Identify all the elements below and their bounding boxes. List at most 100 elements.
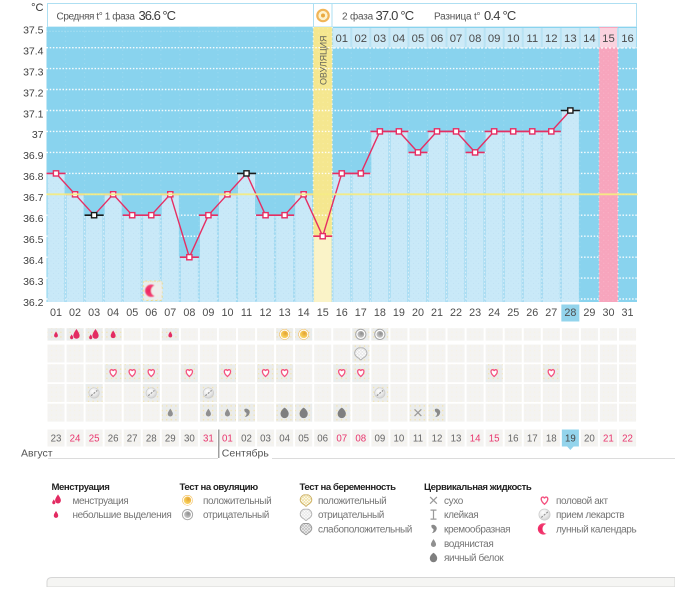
svg-text:09: 09 xyxy=(202,307,214,319)
svg-text:13: 13 xyxy=(279,307,291,319)
svg-text:12: 12 xyxy=(432,434,443,445)
svg-text:02: 02 xyxy=(69,307,81,319)
svg-text:положительный: положительный xyxy=(203,496,271,507)
svg-text:09: 09 xyxy=(488,33,501,45)
svg-text:Менструация: Менструация xyxy=(52,482,110,493)
svg-text:37.3: 37.3 xyxy=(23,66,44,78)
svg-text:36.2: 36.2 xyxy=(23,297,44,309)
svg-text:23: 23 xyxy=(51,434,62,445)
svg-text:27: 27 xyxy=(545,307,557,319)
svg-text:07: 07 xyxy=(450,33,463,45)
svg-text:01: 01 xyxy=(222,434,233,445)
svg-text:положительный: положительный xyxy=(318,496,386,507)
svg-text:06: 06 xyxy=(145,307,157,319)
svg-text:24: 24 xyxy=(488,307,500,319)
svg-text:15: 15 xyxy=(489,434,500,445)
svg-text:26: 26 xyxy=(108,434,119,445)
svg-text:24: 24 xyxy=(70,434,81,445)
svg-text:30: 30 xyxy=(184,434,195,445)
svg-text:Цервикальная жидкость: Цервикальная жидкость xyxy=(424,482,532,493)
svg-text:13: 13 xyxy=(564,33,577,45)
svg-text:Сентябрь: Сентябрь xyxy=(222,448,270,460)
svg-text:половой акт: половой акт xyxy=(556,496,608,507)
svg-text:06: 06 xyxy=(431,33,444,45)
svg-text:08: 08 xyxy=(183,307,195,319)
svg-text:менструация: менструация xyxy=(73,496,129,507)
svg-text:16: 16 xyxy=(508,434,519,445)
svg-text:05: 05 xyxy=(298,434,309,445)
svg-text:01: 01 xyxy=(50,307,62,319)
svg-text:03: 03 xyxy=(260,434,271,445)
svg-text:18: 18 xyxy=(374,307,386,319)
svg-text:02: 02 xyxy=(355,33,368,45)
svg-text:17: 17 xyxy=(355,307,367,319)
svg-text:36.3: 36.3 xyxy=(23,276,44,288)
svg-text:08: 08 xyxy=(355,434,366,445)
svg-text:04: 04 xyxy=(279,434,290,445)
svg-text:небольшие выделения: небольшие выделения xyxy=(73,509,172,521)
svg-text:12: 12 xyxy=(545,33,558,45)
svg-text:10: 10 xyxy=(394,434,405,445)
svg-text:37.0 °C: 37.0 °C xyxy=(376,8,414,23)
svg-text:Тест на овуляцию: Тест на овуляцию xyxy=(180,482,259,493)
svg-text:29: 29 xyxy=(165,434,176,445)
svg-text:36.9: 36.9 xyxy=(23,150,44,162)
svg-text:лунный календарь: лунный календарь xyxy=(556,525,636,536)
svg-text:03: 03 xyxy=(374,33,387,45)
svg-text:14: 14 xyxy=(470,434,481,445)
svg-text:36.4: 36.4 xyxy=(23,255,44,267)
svg-text:25: 25 xyxy=(507,307,519,319)
svg-text:06: 06 xyxy=(317,434,328,445)
svg-text:10: 10 xyxy=(221,307,233,319)
svg-text:16: 16 xyxy=(621,33,634,45)
svg-text:09: 09 xyxy=(374,434,385,445)
svg-text:36.6: 36.6 xyxy=(23,213,44,225)
svg-text:Средняя t° 1 фаза: Средняя t° 1 фаза xyxy=(57,11,136,23)
svg-text:15: 15 xyxy=(317,307,329,319)
svg-text:17: 17 xyxy=(527,434,538,445)
svg-text:04: 04 xyxy=(393,33,406,45)
svg-text:10: 10 xyxy=(507,33,520,45)
svg-text:18: 18 xyxy=(546,434,557,445)
svg-text:08: 08 xyxy=(469,33,482,45)
svg-text:27: 27 xyxy=(127,434,138,445)
svg-text:11: 11 xyxy=(413,434,423,445)
svg-text:15: 15 xyxy=(602,33,615,45)
svg-text:25: 25 xyxy=(89,434,100,445)
svg-text:03: 03 xyxy=(88,307,100,319)
svg-text:21: 21 xyxy=(603,434,614,445)
svg-text:37.1: 37.1 xyxy=(23,108,44,120)
svg-text:22: 22 xyxy=(450,307,462,319)
svg-text:11: 11 xyxy=(241,307,252,319)
svg-text:кремообразная: кремообразная xyxy=(444,524,510,536)
svg-text:01: 01 xyxy=(335,33,348,45)
svg-text:2 фаза: 2 фаза xyxy=(342,11,374,23)
svg-text:37.5: 37.5 xyxy=(23,25,44,37)
svg-text:36.5: 36.5 xyxy=(23,234,44,246)
svg-text:°C: °C xyxy=(31,2,43,14)
svg-text:11: 11 xyxy=(526,33,538,45)
svg-text:02: 02 xyxy=(241,434,252,445)
svg-text:22: 22 xyxy=(622,434,633,445)
svg-text:Тест на беременность: Тест на беременность xyxy=(300,482,397,493)
svg-text:16: 16 xyxy=(336,307,348,319)
svg-text:19: 19 xyxy=(393,307,405,319)
svg-text:ОВУЛЯЦИЯ: ОВУЛЯЦИЯ xyxy=(318,36,328,85)
svg-text:28: 28 xyxy=(146,434,157,445)
svg-text:07: 07 xyxy=(336,434,347,445)
svg-text:37.2: 37.2 xyxy=(23,87,44,99)
svg-text:14: 14 xyxy=(583,33,596,45)
svg-text:яичный белок: яичный белок xyxy=(444,552,504,564)
svg-text:31: 31 xyxy=(621,307,633,319)
svg-text:37.4: 37.4 xyxy=(23,46,44,58)
svg-text:37: 37 xyxy=(32,129,44,141)
svg-text:21: 21 xyxy=(431,307,443,319)
svg-text:36.8: 36.8 xyxy=(23,171,44,183)
svg-text:30: 30 xyxy=(602,307,614,319)
svg-text:прием лекарств: прием лекарств xyxy=(556,510,624,521)
svg-text:сухо: сухо xyxy=(444,496,464,507)
svg-text:36.6 °C: 36.6 °C xyxy=(139,8,176,23)
svg-text:05: 05 xyxy=(412,33,425,45)
svg-text:28: 28 xyxy=(564,307,576,319)
svg-text:20: 20 xyxy=(584,434,595,445)
